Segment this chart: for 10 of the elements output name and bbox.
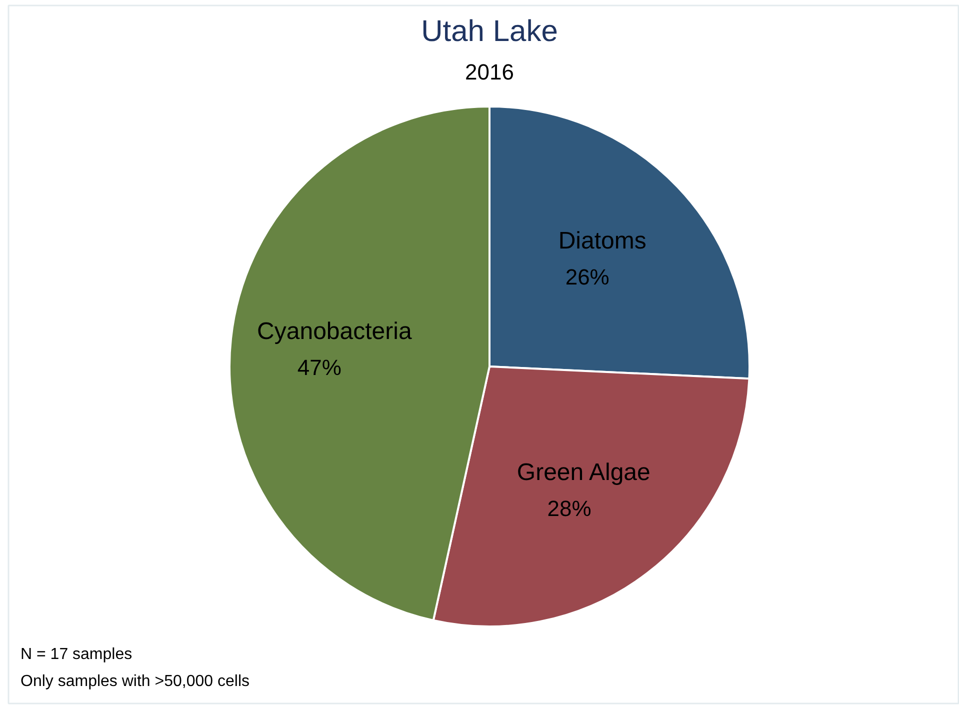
- slice-label: Diatoms: [558, 227, 646, 254]
- chart-title: Utah Lake: [421, 15, 558, 48]
- slice-label: Green Algae: [516, 458, 650, 486]
- slice-label: Cyanobacteria: [257, 318, 412, 346]
- data-label: 28%: [547, 496, 592, 521]
- chart-subtitle: 2016: [465, 60, 514, 84]
- text: N = 17 samples: [20, 646, 132, 663]
- text: Only samples with >50,000 cells: [20, 673, 250, 690]
- data-label: 47%: [297, 355, 342, 380]
- data-label: 26%: [565, 264, 610, 290]
